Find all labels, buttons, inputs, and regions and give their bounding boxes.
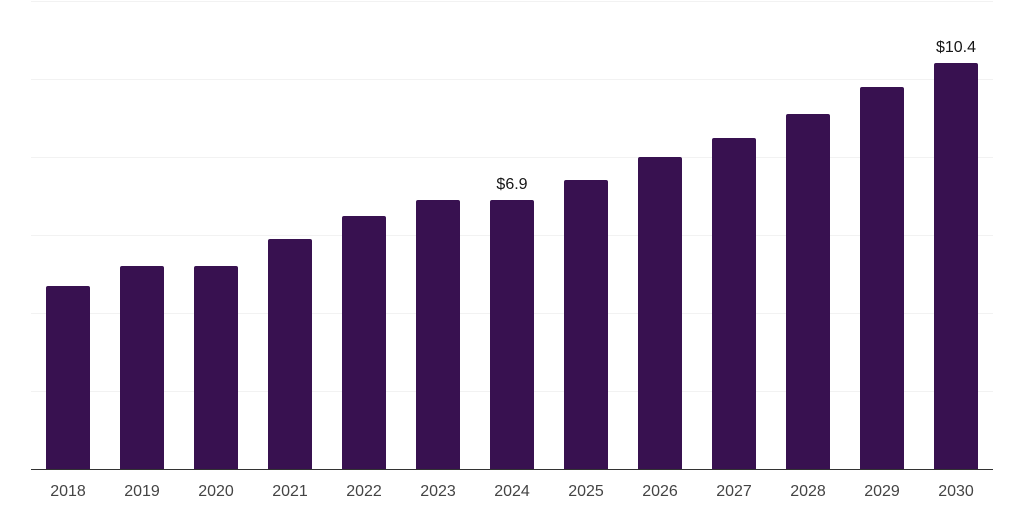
bars-row: $6.9 $10.4 (31, 1, 993, 469)
bar-2024 (490, 199, 534, 469)
bar-slot-2020 (179, 1, 253, 469)
bar-slot-2030: $10.4 (919, 1, 993, 469)
bar-slot-2029 (845, 1, 919, 469)
bar-slot-2023 (401, 1, 475, 469)
x-axis-tick-label-2025: 2025 (568, 483, 604, 500)
plot-area: $6.9 $10.4 (31, 1, 993, 470)
bar-slot-2026 (623, 1, 697, 469)
bar-2019 (120, 266, 164, 469)
bar-2023 (416, 199, 460, 469)
gridline (31, 157, 993, 159)
bar-2027 (712, 137, 756, 469)
x-axis-tick-label-2021: 2021 (272, 483, 308, 500)
x-axis-tick-label-2027: 2027 (716, 483, 752, 500)
bar-2025 (564, 180, 608, 469)
gridline (31, 1, 993, 2)
gridline (31, 79, 993, 80)
x-axis-tick-label-2026: 2026 (642, 483, 678, 500)
bar-value-label-2030: $10.4 (935, 39, 977, 57)
x-axis-tick-label-2018: 2018 (50, 483, 86, 500)
bar-2026 (638, 157, 682, 469)
bar-slot-2027 (697, 1, 771, 469)
bar-slot-2021 (253, 1, 327, 469)
bar-2020 (194, 266, 238, 469)
x-axis-tick-label-2030: 2030 (938, 483, 974, 500)
bar-2022 (342, 215, 386, 469)
bar-slot-2019 (105, 1, 179, 469)
bar-value-label-2024: $6.9 (496, 175, 528, 193)
bar-slot-2028 (771, 1, 845, 469)
x-axis-tick-label-2019: 2019 (124, 483, 160, 500)
bar-2029 (860, 86, 904, 469)
x-axis-tick-label-2029: 2029 (864, 483, 900, 500)
bar-slot-2022 (327, 1, 401, 469)
x-axis-tick-label-2020: 2020 (198, 483, 234, 500)
bar-slot-2025 (549, 1, 623, 469)
bar-slot-2018 (31, 1, 105, 469)
x-axis-tick-label-2028: 2028 (790, 483, 826, 500)
bar-slot-2024: $6.9 (475, 1, 549, 469)
x-axis-labels: 2018 2019 2020 2021 2022 2023 2024 2025 2026 2027… (31, 484, 993, 500)
bar-2021 (268, 238, 312, 469)
x-axis-tick-label-2023: 2023 (420, 483, 456, 500)
bar-2030 (934, 63, 978, 469)
x-axis-tick-label-2022: 2022 (346, 483, 382, 500)
bar-2028 (786, 114, 830, 469)
x-axis-line (31, 468, 993, 470)
bar-2018 (46, 285, 90, 469)
x-axis-tick-label-2024: 2024 (494, 483, 530, 500)
